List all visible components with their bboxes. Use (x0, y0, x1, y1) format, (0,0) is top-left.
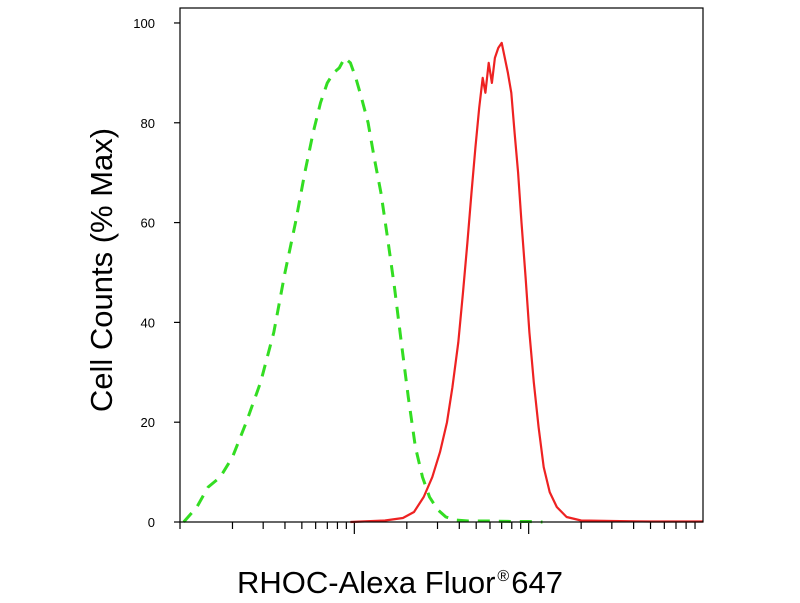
plot-frame (179, 7, 704, 523)
y-tick-label: 0 (148, 515, 155, 530)
y-tick-label: 80 (141, 116, 155, 131)
rhoc-histogram-line (350, 41, 703, 524)
series-layer (182, 41, 703, 524)
control-histogram-line (182, 56, 543, 524)
x-axis-ticks (179, 522, 696, 534)
y-axis-title: Cell Counts (% Max) (84, 128, 119, 412)
x-axis-title-main: RHOC-Alexa Fluor (237, 565, 496, 600)
y-axis-ticks: 0 20 40 60 80 100 (133, 16, 180, 530)
y-tick-label: 40 (141, 315, 155, 330)
y-tick-label: 20 (141, 415, 155, 430)
x-axis-title: RHOC-Alexa Fluor ®647 (0, 557, 800, 603)
x-axis-title-suffix: 647 (511, 565, 563, 600)
y-tick-label: 60 (141, 216, 155, 231)
x-axis-title-mark: ® (497, 568, 510, 585)
y-tick-label: 100 (133, 16, 155, 31)
